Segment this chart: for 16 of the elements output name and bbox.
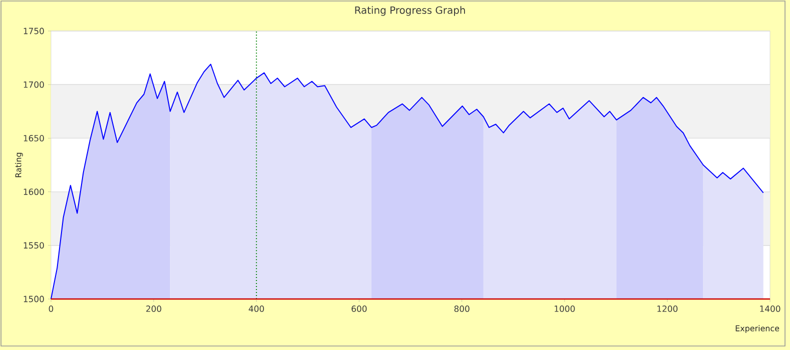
y-tick-label: 1600 (24, 188, 44, 196)
x-tick-label: 800 (454, 306, 470, 312)
y-tick-label: 1550 (24, 242, 44, 249)
x-tick-label: 0 (48, 306, 54, 312)
chart-title: Rating Progress Graph (355, 6, 465, 16)
y-tick-label: 1700 (24, 81, 44, 88)
y-tick-label: 1500 (24, 296, 44, 302)
x-tick-label: 1000 (554, 306, 575, 312)
x-tick-label: 1400 (760, 306, 780, 312)
x-tick-label: 400 (248, 306, 264, 312)
y-tick-label: 1650 (24, 135, 44, 142)
x-tick-label: 1200 (657, 306, 678, 312)
x-tick-label: 200 (146, 306, 162, 312)
line-series (50, 64, 764, 300)
x-tick-label: 600 (352, 306, 367, 312)
y-tick-label: 1750 (24, 28, 44, 34)
